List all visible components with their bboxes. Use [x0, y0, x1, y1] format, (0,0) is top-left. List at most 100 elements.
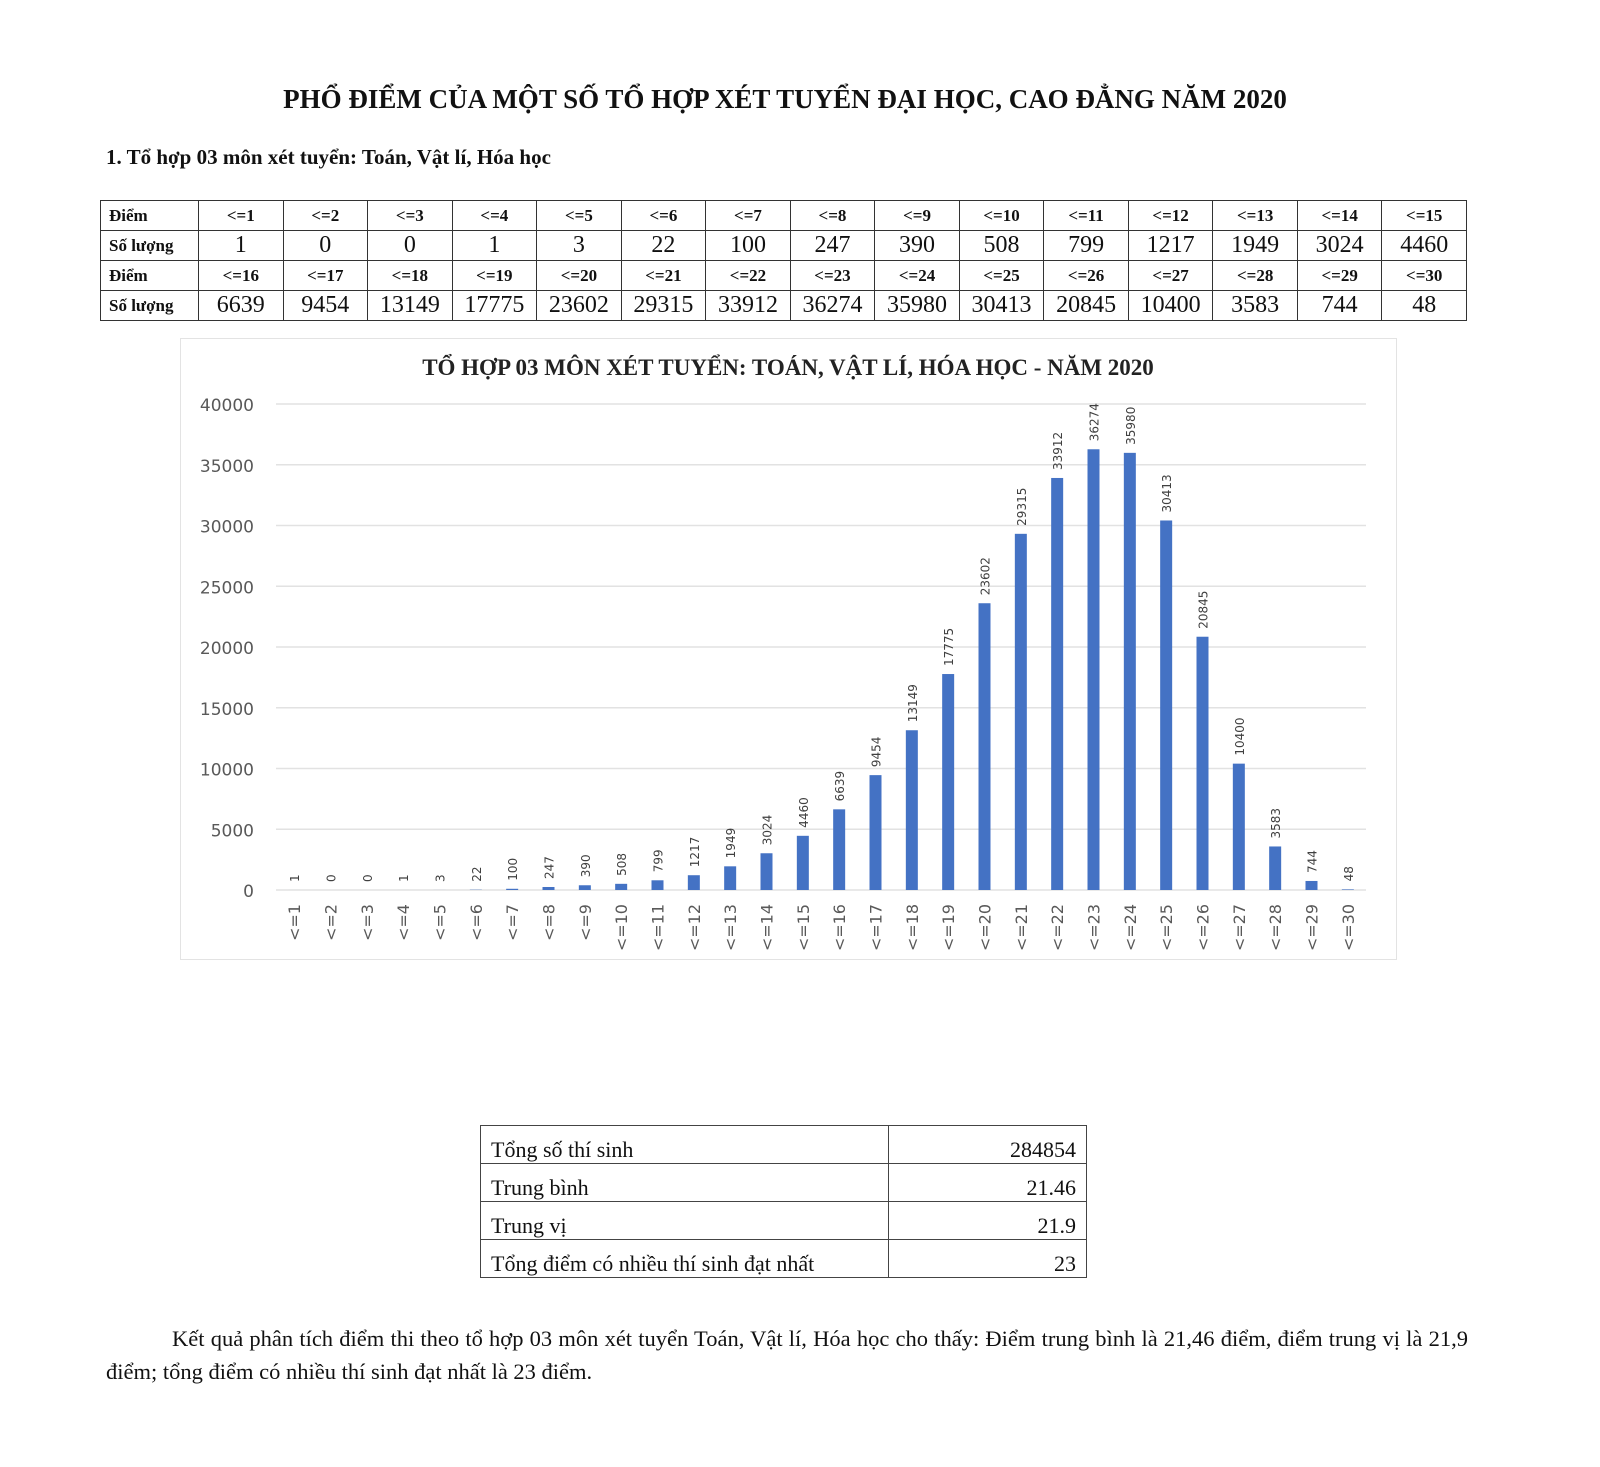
stat-label: Trung bình — [480, 1163, 889, 1202]
stat-label: Tổng số thí sinh — [480, 1125, 889, 1164]
count-cell: 36274 — [789, 290, 876, 321]
x-tick-label: <=13 — [721, 904, 740, 951]
data-label: 13149 — [906, 684, 920, 722]
summary-stats-table: Tổng số thí sinh 284854 Trung bình 21.46 Tru… — [480, 1125, 1087, 1278]
x-tick-label: <=6 — [467, 904, 486, 941]
count-cell: 1217 — [1127, 230, 1214, 261]
x-tick-label: <=7 — [503, 904, 522, 941]
x-tick-label: <=25 — [1157, 904, 1176, 951]
data-label: 3 — [434, 874, 448, 882]
x-tick-label: <=29 — [1303, 904, 1322, 951]
data-label: 29315 — [1015, 488, 1029, 526]
data-label: 1 — [288, 874, 302, 882]
score-cell: <=21 — [620, 260, 707, 291]
score-cell: <=27 — [1127, 260, 1214, 291]
count-cell: 3024 — [1296, 230, 1383, 261]
data-label: 390 — [579, 854, 593, 877]
y-tick-label: 30000 — [200, 518, 254, 538]
count-cell: 3 — [536, 230, 622, 261]
bar — [942, 674, 955, 890]
x-tick-label: <=12 — [685, 904, 704, 951]
x-tick-label: <=22 — [1048, 904, 1067, 951]
score-cell: <=3 — [367, 200, 453, 231]
data-label: 20845 — [1197, 591, 1211, 629]
x-tick-label: <=14 — [758, 904, 777, 951]
score-distribution-table: Điểm <=1 <=2 <=3 <=4 <=5 <=6 <=7 <=8 <=9 <=10 <=11 <… — [100, 200, 1467, 321]
data-label: 100 — [506, 858, 520, 881]
count-cell: 247 — [789, 230, 876, 261]
bar — [1051, 477, 1064, 890]
x-tick-label: <=3 — [358, 904, 377, 941]
count-cell: 3583 — [1212, 290, 1298, 321]
score-cell: <=20 — [536, 260, 622, 291]
count-cell: 33912 — [705, 290, 791, 321]
x-tick-label: <=4 — [394, 904, 413, 941]
score-cell: <=18 — [367, 260, 453, 291]
chart-title: TỔ HỢP 03 MÔN XÉT TUYỂN: TOÁN, VẬT LÍ, H… — [422, 354, 1154, 380]
stat-label: Trung vị — [480, 1201, 889, 1240]
count-cell: 6639 — [198, 290, 284, 321]
score-cell: <=16 — [198, 260, 284, 291]
bar — [905, 730, 918, 890]
x-tick-label: <=27 — [1230, 904, 1249, 951]
count-cell: 100 — [705, 230, 791, 261]
score-cell: <=14 — [1296, 200, 1383, 231]
row-header: Điểm — [100, 200, 199, 231]
score-cell: <=6 — [620, 200, 707, 231]
bar — [687, 875, 700, 890]
bar — [724, 866, 737, 890]
stats-row: Tổng số thí sinh 284854 — [480, 1125, 1087, 1164]
data-label: 1 — [397, 874, 411, 882]
data-label: 799 — [652, 849, 666, 872]
bar-chart: TỔ HỢP 03 MÔN XÉT TUYỂN: TOÁN, VẬT LÍ, H… — [200, 354, 1366, 951]
bar — [1123, 452, 1136, 890]
bar — [833, 809, 846, 890]
count-cell: 1 — [198, 230, 284, 261]
x-tick-label: <=2 — [322, 904, 341, 941]
count-cell: 0 — [367, 230, 453, 261]
data-label: 1217 — [688, 837, 702, 868]
stats-row: Trung vị 21.9 — [480, 1201, 1087, 1240]
data-label: 36274 — [1088, 403, 1102, 441]
score-cell: <=19 — [451, 260, 538, 291]
score-row: Điểm <=1 <=2 <=3 <=4 <=5 <=6 <=7 <=8 <=9 <=10 <=11 <… — [100, 200, 1467, 231]
page-title: PHỔ ĐIỂM CỦA MỘT SỐ TỔ HỢP XÉT TUYỂN ĐẠI… — [283, 84, 1287, 114]
count-cell: 23602 — [536, 290, 622, 321]
x-tick-label: <=16 — [830, 904, 849, 951]
row-header: Điểm — [100, 260, 199, 291]
chart-container: TỔ HỢP 03 MÔN XÉT TUYỂN: TOÁN, VẬT LÍ, H… — [180, 338, 1397, 960]
score-cell: <=25 — [958, 260, 1045, 291]
count-cell: 13149 — [367, 290, 453, 321]
bar — [1196, 636, 1209, 890]
bar — [615, 883, 628, 890]
stat-value: 21.46 — [888, 1163, 1087, 1202]
count-cell: 799 — [1043, 230, 1129, 261]
x-tick-label: <=21 — [1012, 904, 1031, 951]
bar — [760, 853, 773, 890]
score-cell: <=7 — [705, 200, 791, 231]
data-label: 1949 — [724, 828, 738, 859]
score-cell: <=11 — [1043, 200, 1129, 231]
bar — [1160, 520, 1173, 890]
x-tick-label: <=5 — [431, 904, 450, 941]
count-row: Số lượng 6639 9454 13149 17775 23602 29315 3391… — [100, 290, 1467, 321]
score-cell: <=9 — [874, 200, 960, 231]
stats-row: Tổng điểm có nhiều thí sinh đạt nhất 23 — [480, 1239, 1087, 1278]
x-tick-label: <=18 — [903, 904, 922, 951]
score-cell: <=22 — [705, 260, 791, 291]
x-tick-label: <=20 — [976, 904, 995, 951]
bar — [1232, 763, 1245, 890]
data-label: 17775 — [942, 628, 956, 666]
y-tick-label: 25000 — [200, 578, 254, 598]
bar — [1269, 846, 1282, 890]
data-label: 9454 — [870, 737, 884, 768]
count-cell: 508 — [958, 230, 1045, 261]
score-cell: <=26 — [1043, 260, 1129, 291]
data-label: 508 — [615, 853, 629, 876]
conclusion-paragraph: Kết quả phân tích điểm thi theo tổ hợp 0… — [106, 1326, 1468, 1384]
y-tick-label: 0 — [243, 882, 254, 902]
data-label: 10400 — [1233, 717, 1247, 755]
stat-value: 21.9 — [888, 1201, 1087, 1240]
stats-row: Trung bình 21.46 — [480, 1163, 1087, 1202]
count-cell: 20845 — [1043, 290, 1129, 321]
